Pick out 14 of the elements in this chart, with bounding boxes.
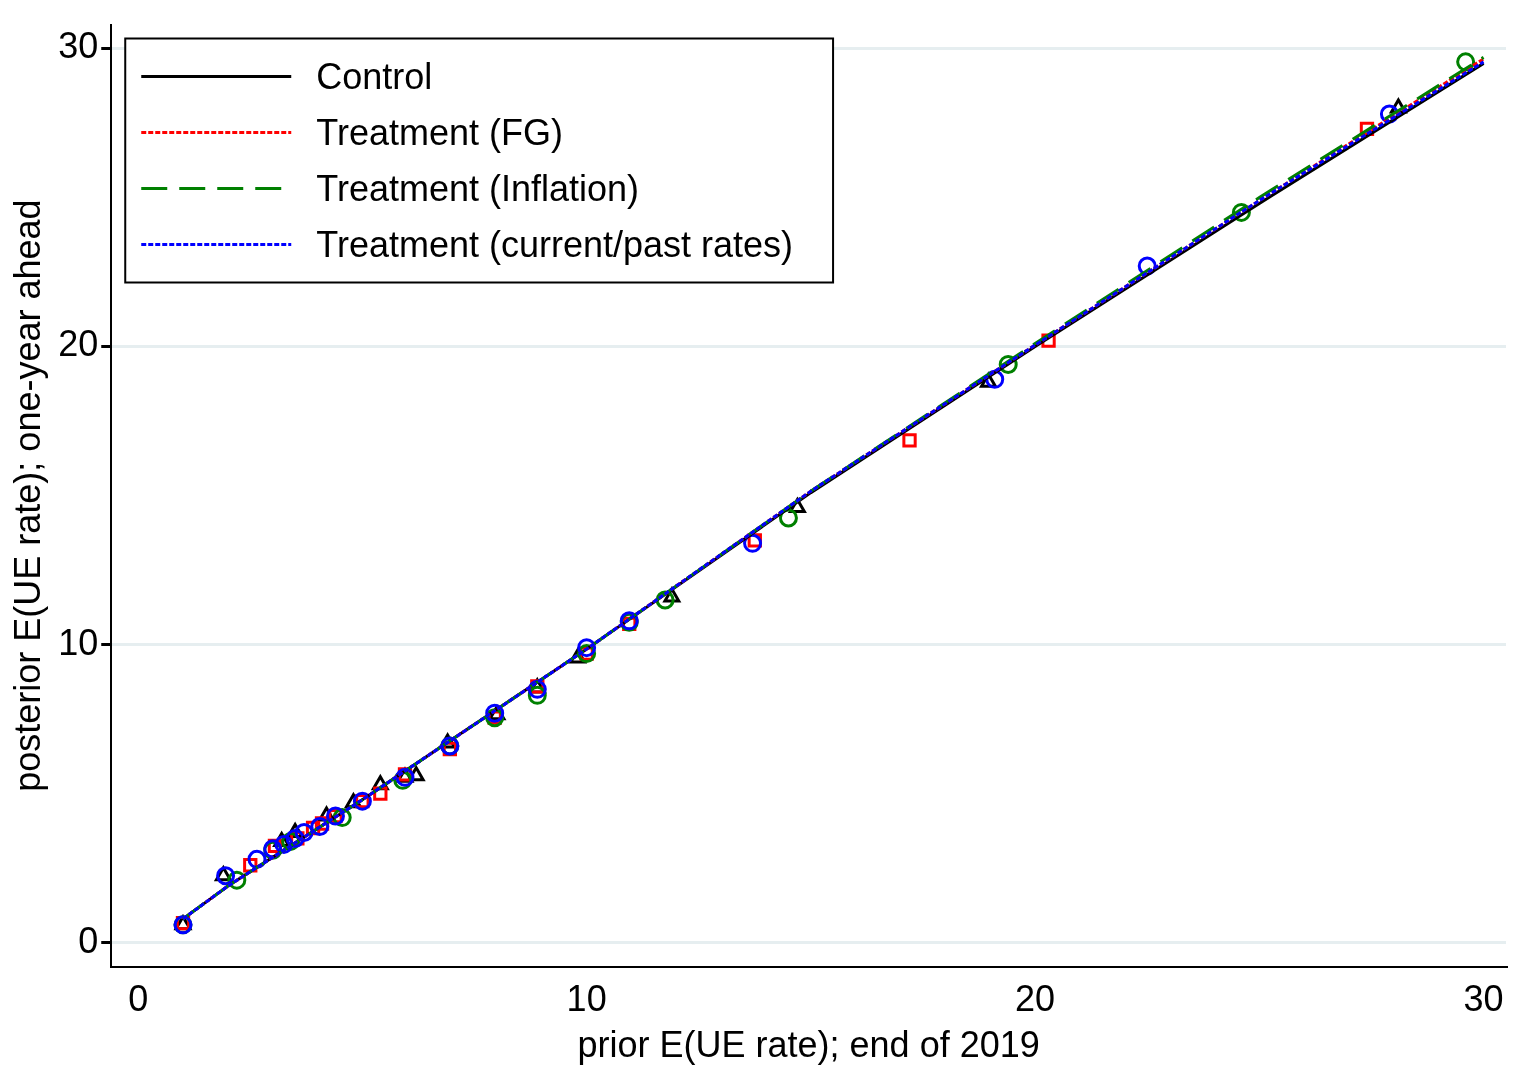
y-tick-label: 20 bbox=[58, 323, 99, 365]
x-axis-title: prior E(UE rate); end of 2019 bbox=[577, 1024, 1040, 1066]
x-tick-label: 0 bbox=[128, 978, 149, 1020]
legend-label: Treatment (Inflation) bbox=[316, 167, 640, 209]
x-tick-label: 30 bbox=[1463, 978, 1504, 1020]
y-tick-label: 10 bbox=[58, 621, 99, 663]
legend-label: Control bbox=[316, 55, 433, 97]
y-axis-title: posterior E(UE rate); one-year ahead bbox=[6, 199, 48, 792]
x-tick-label: 10 bbox=[566, 978, 607, 1020]
legend-label: Treatment (current/past rates) bbox=[316, 223, 794, 265]
y-tick-label: 30 bbox=[58, 25, 99, 67]
legend-label: Treatment (FG) bbox=[316, 111, 563, 153]
x-tick-label: 20 bbox=[1015, 978, 1056, 1020]
y-tick-label: 0 bbox=[78, 919, 99, 961]
